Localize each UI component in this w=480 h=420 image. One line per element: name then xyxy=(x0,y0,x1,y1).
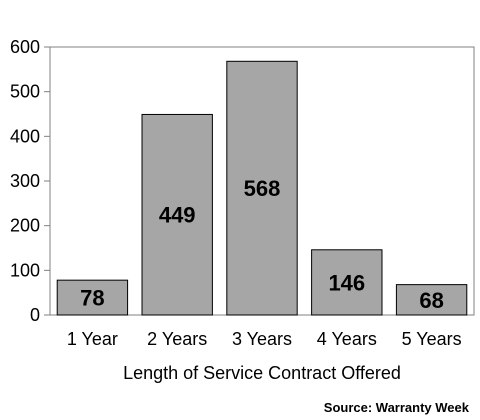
y-tick-label: 100 xyxy=(10,260,40,280)
y-axis: 0 100 200 300 400 500 600 xyxy=(10,37,50,325)
x-tick-label: 1 Year xyxy=(67,329,118,349)
y-tick-label: 500 xyxy=(10,82,40,102)
data-label-4: 146 xyxy=(328,270,365,295)
data-label-2: 449 xyxy=(159,203,196,228)
x-tick-label: 4 Years xyxy=(317,329,377,349)
data-label-3: 568 xyxy=(244,176,281,201)
x-tick-label: 5 Years xyxy=(402,329,462,349)
x-tick-label: 3 Years xyxy=(232,329,292,349)
source-note: Source: Warranty Week xyxy=(324,400,470,415)
y-tick-label: 300 xyxy=(10,171,40,191)
bar-1 xyxy=(56,279,129,316)
x-axis-label: Length of Service Contract Offered xyxy=(123,363,401,383)
y-tick-label: 200 xyxy=(10,216,40,236)
bars-group: 78 449 568 146 68 xyxy=(56,60,468,316)
bar-3 xyxy=(226,60,298,316)
bar-5 xyxy=(395,284,468,316)
y-tick-label: 0 xyxy=(30,305,40,325)
data-label-1: 78 xyxy=(80,286,104,311)
y-tick-label: 600 xyxy=(10,37,40,57)
y-tick-label: 400 xyxy=(10,126,40,146)
x-axis: 1 Year 2 Years 3 Years 4 Years 5 Years xyxy=(67,329,462,349)
x-tick-label: 2 Years xyxy=(147,329,207,349)
bar-2 xyxy=(141,113,213,316)
bar-4 xyxy=(311,249,383,316)
data-label-5: 68 xyxy=(419,288,443,313)
